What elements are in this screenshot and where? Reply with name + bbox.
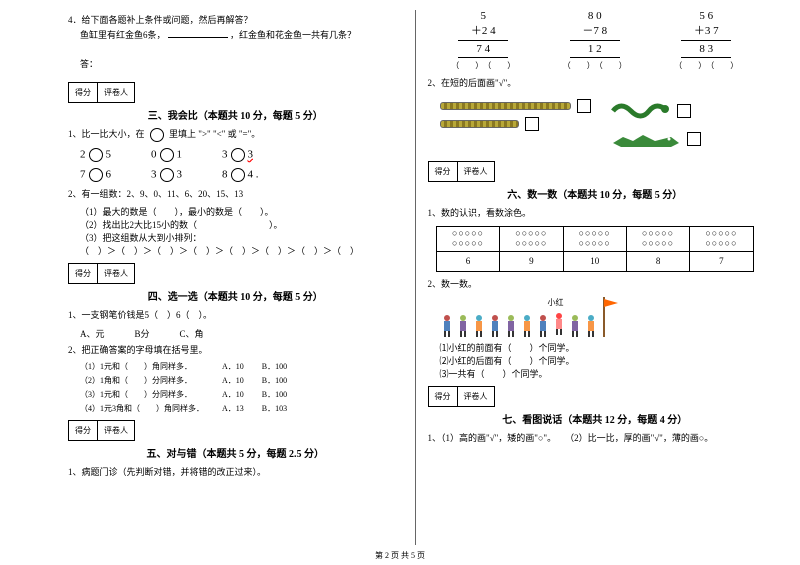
person-icon	[536, 313, 550, 337]
section-4-title: 四、选一选（本题共 10 分，每题 5 分）	[68, 288, 403, 303]
count-value: 9	[500, 251, 563, 271]
count-value: 7	[690, 251, 753, 271]
count-value: 6	[436, 251, 499, 271]
circle-icon	[160, 168, 174, 182]
q5-1: 1、病题门诊（先判断对错，并将错的改正过来）。	[68, 466, 403, 480]
person-icon	[456, 313, 470, 337]
score-box: 得分 评卷人	[428, 161, 495, 182]
arith-2: 8 0 －7 8 1 2 （ ） （ ）	[563, 10, 627, 71]
flag-icon	[600, 297, 620, 337]
rule-line	[681, 57, 731, 58]
dots-cell: ○○○○○○○○○○	[500, 227, 563, 252]
score-box: 得分 评卷人	[68, 420, 135, 441]
count-table: ○○○○○○○○○○ ○○○○○○○○○○ ○○○○○○○○○○ ○○○○○○○…	[436, 226, 754, 272]
q7-1: 1、（1）高的画"√"，矮的画"○"。 （2）比一比，厚的画"√"，薄的画○。	[428, 432, 763, 446]
q4-2: 2、把正确答案的字母填在括号里。	[68, 344, 403, 358]
rule-line	[681, 40, 731, 41]
q4-1: 1、一支钢笔价钱是5（ ）6（ ）。	[68, 309, 403, 323]
rule-line	[458, 40, 508, 41]
compare-row-1: 25 01 33	[80, 148, 403, 162]
rule-line	[570, 40, 620, 41]
score-block-6: 得分 评卷人 六、数一数（本题共 10 分，每题 5 分）	[428, 155, 763, 201]
rule-line	[570, 57, 620, 58]
q3-2: 2、有一组数：2、9、0、11、6、20、15、13	[68, 188, 403, 202]
dots-cell: ○○○○○○○○○○	[436, 227, 499, 252]
arith-1: 5 ＋2 4 7 4 （ ） （ ）	[451, 10, 515, 71]
queue-figure: 小红	[440, 297, 763, 337]
section-6-title: 六、数一数（本题共 10 分，每题 5 分）	[428, 186, 763, 201]
person-icon	[440, 313, 454, 337]
score-block-4: 得分 评卷人 四、选一选（本题共 10 分，每题 5 分）	[68, 257, 403, 303]
score-block-5: 得分 评卷人 五、对与错（本题共 5 分，每题 2.5 分）	[68, 414, 403, 460]
xiaohong-label: 小红	[548, 297, 564, 308]
person-xiaohong-icon	[552, 311, 566, 335]
crocodile-icon	[611, 127, 681, 151]
dots-cell: ○○○○○○○○○○	[690, 227, 753, 252]
score-block-7: 得分 评卷人 七、看图说话（本题共 12 分，每题 4 分）	[428, 380, 763, 426]
q4-answer: 答：	[68, 58, 403, 72]
section-3-title: 三、我会比（本题共 10 分，每题 5 分）	[68, 107, 403, 122]
section-7-title: 七、看图说话（本题共 12 分，每题 4 分）	[428, 411, 763, 426]
circle-icon	[231, 168, 245, 182]
compare-row-2: 76 33 84 .	[80, 168, 403, 182]
dots-cell: ○○○○○○○○○○	[563, 227, 626, 252]
circle-icon	[231, 148, 245, 162]
q3-1: 1、比一比大小，在 里填上 ">" "<" 或 "="。	[68, 128, 403, 142]
q4-text: 4．给下面各题补上条件或问题，然后再解答？	[68, 14, 403, 28]
q32c: （3）把这组数从大到小排列：	[68, 231, 403, 244]
page-footer: 第 2 页 共 5 页	[0, 550, 800, 561]
q42-table: （1）1元和（ ）角同样多． （2）1角和（ ）分同样多． （3）1元和（ ）分…	[80, 361, 403, 414]
checkbox	[525, 117, 539, 131]
q32a: （1）最大的数是（ ），最小的数是（ ）。	[68, 205, 403, 218]
q4-line: 鱼缸里有红金鱼6条， ，红金鱼和花金鱼一共有几条？	[68, 28, 403, 43]
person-icon	[584, 313, 598, 337]
person-icon	[488, 313, 502, 337]
rule-line	[458, 57, 508, 58]
q62c: ⑶一共有（ ）个同学。	[428, 367, 763, 380]
circle-icon	[160, 148, 174, 162]
score-box: 得分 评卷人	[428, 386, 495, 407]
q62a: ⑴小红的前面有（ ）个同学。	[428, 341, 763, 354]
score-block-3: 得分 评卷人 三、我会比（本题共 10 分，每题 5 分）	[68, 76, 403, 122]
checkbox	[677, 104, 691, 118]
snake-icon	[611, 99, 671, 123]
arith-3: 5 6 ＋3 7 8 3 （ ） （ ）	[674, 10, 738, 71]
section-5-title: 五、对与错（本题共 5 分，每题 2.5 分）	[68, 445, 403, 460]
count-value: 10	[563, 251, 626, 271]
person-icon	[504, 313, 518, 337]
count-value: 8	[626, 251, 689, 271]
score-box: 得分 评卷人	[68, 263, 135, 284]
q41-options: A、元 B分 C、角	[80, 327, 403, 340]
compare-length	[428, 95, 763, 155]
q32b: （2）找出比2大比15小的数（ ）。	[68, 218, 403, 231]
column-divider	[415, 10, 416, 545]
q-short: 2、在短的后面画"√"。	[428, 77, 763, 91]
q4: 4．给下面各题补上条件或问题，然后再解答？ 鱼缸里有红金鱼6条， ，红金鱼和花金…	[68, 14, 403, 72]
checkbox	[687, 132, 701, 146]
arithmetic-row: 5 ＋2 4 7 4 （ ） （ ） 8 0 －7 8 1 2 （ ） （ ） …	[428, 10, 763, 71]
q32d: （ ）＞（ ）＞（ ）＞（ ）＞（ ）＞（ ）＞（ ）＞（ ）	[68, 244, 403, 257]
q6-1: 1、数的认识，看数涂色。	[428, 207, 763, 221]
checkbox	[577, 99, 591, 113]
circle-icon	[89, 168, 103, 182]
blank	[168, 28, 228, 38]
person-icon	[520, 313, 534, 337]
left-column: 4．给下面各题补上条件或问题，然后再解答？ 鱼缸里有红金鱼6条， ，红金鱼和花金…	[60, 10, 411, 545]
score-box: 得分 评卷人	[68, 82, 135, 103]
person-icon	[472, 313, 486, 337]
circle-icon	[89, 148, 103, 162]
ruler-long-icon	[440, 102, 571, 110]
ruler-short-icon	[440, 120, 520, 128]
q62b: ⑵小红的后面有（ ）个同学。	[428, 354, 763, 367]
person-icon	[568, 313, 582, 337]
circle-icon	[150, 128, 164, 142]
q6-2: 2、数一数。	[428, 278, 763, 292]
right-column: 5 ＋2 4 7 4 （ ） （ ） 8 0 －7 8 1 2 （ ） （ ） …	[420, 10, 771, 545]
dots-cell: ○○○○○○○○○○	[626, 227, 689, 252]
